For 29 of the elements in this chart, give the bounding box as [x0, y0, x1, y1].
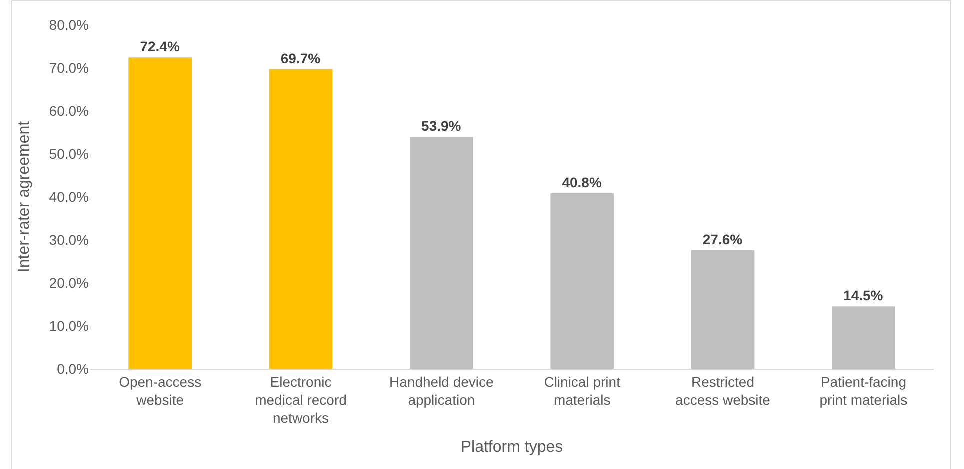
y-tick-label: 70.0% [49, 60, 89, 76]
y-tick-label: 80.0% [49, 16, 89, 33]
bar [550, 194, 614, 369]
x-tick-label: Patient-facing print materials [820, 374, 908, 408]
y-tick-label: 40.0% [49, 188, 89, 205]
data-label: 69.7% [280, 50, 322, 66]
x-tick-label: Open-access website [119, 374, 202, 408]
x-tick-label: Electronic medical record networks [255, 374, 347, 426]
y-axis-title: Inter-rater agreement [16, 120, 34, 273]
y-tick-label: 0.0% [57, 360, 89, 377]
y-tick-label: 60.0% [49, 102, 89, 119]
data-label: 53.9% [422, 118, 462, 134]
y-tick-label: 20.0% [49, 274, 89, 291]
y-tick-label: 30.0% [49, 232, 89, 248]
y-tick-label: 10.0% [49, 318, 89, 334]
bar [691, 250, 755, 369]
x-tick-label: Clinical print materials [544, 374, 621, 408]
x-axis-title: Platform types [460, 438, 564, 456]
bar [128, 58, 192, 369]
bar [410, 137, 474, 369]
y-tick-label: 50.0% [49, 146, 89, 162]
bar [269, 69, 333, 369]
data-label: 27.6% [702, 231, 744, 248]
x-tick-label: Handheld device application [390, 374, 494, 408]
bar [832, 306, 896, 369]
data-label: 14.5% [844, 288, 884, 304]
data-label: 40.8% [562, 174, 602, 191]
x-tick-label: Restricted access website [676, 374, 771, 408]
data-label: 72.4% [140, 38, 180, 55]
